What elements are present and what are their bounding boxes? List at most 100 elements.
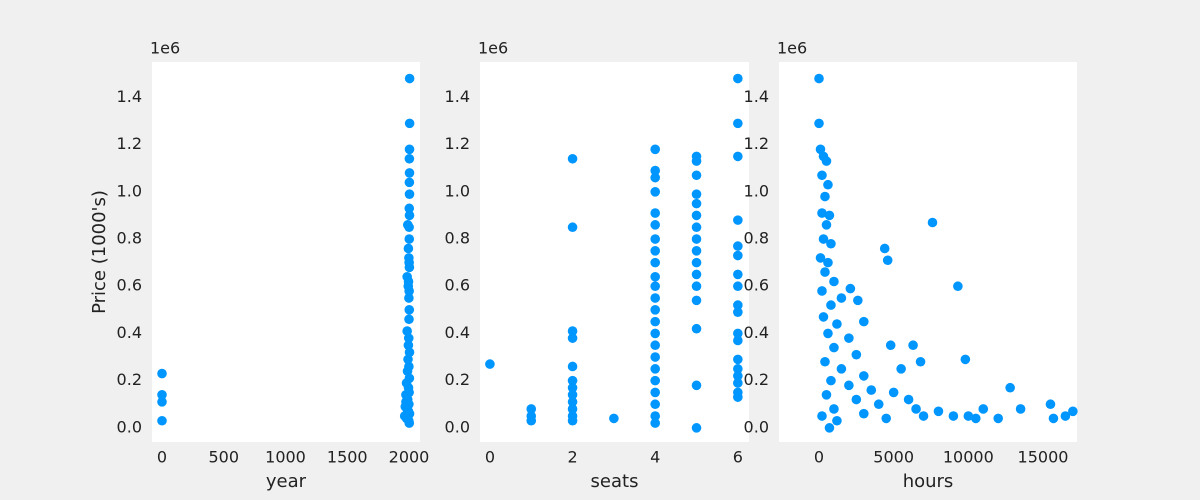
scatter-point — [650, 172, 661, 183]
scatter-point — [963, 411, 974, 421]
scatter-point — [404, 257, 414, 268]
x-tick-label: 10000 — [943, 448, 994, 467]
scatter-point — [733, 364, 743, 374]
scatter-point — [903, 394, 914, 405]
scatter-point — [157, 415, 167, 426]
y-tick-label: 1.0 — [117, 181, 142, 200]
scatter-point — [844, 333, 854, 343]
scatter-point — [567, 415, 578, 426]
scatter-point — [733, 118, 743, 129]
scatter-point — [844, 380, 854, 391]
scatter-point — [823, 257, 833, 268]
scatter-point — [733, 151, 743, 162]
y-tick-label: 0.4 — [445, 323, 470, 342]
x-tick-label: 15000 — [1018, 448, 1069, 467]
x-tick-label: 2 — [567, 448, 577, 467]
scatter-point — [650, 246, 661, 256]
scatter-point — [879, 243, 890, 254]
subplot: 0.0 0.2 0.4 0.6 0.8 1.0 1.2 1.4 0 2 4 6 seats 1e6 — [445, 39, 749, 492]
scatter-point — [824, 423, 835, 433]
scatter-point — [820, 356, 830, 367]
scatter-point — [650, 293, 661, 303]
y-tick-label: 0.2 — [744, 370, 769, 389]
x-axis-label: year — [266, 471, 307, 492]
scatter-point — [650, 144, 661, 155]
scatter-point — [829, 342, 839, 353]
scatter-point — [859, 371, 869, 381]
scatter-point — [567, 404, 578, 414]
scatter-point — [157, 389, 167, 400]
scatter-point — [824, 210, 835, 221]
x-tick-label: 2000 — [389, 448, 430, 467]
y-tick-label: 0.0 — [117, 417, 142, 436]
scatter-point — [526, 415, 537, 426]
x-tick-label: 0 — [485, 448, 495, 467]
scatter-point — [691, 222, 702, 233]
scatter-point — [818, 312, 829, 322]
scatter-point — [911, 404, 921, 414]
scatter-point — [404, 203, 415, 214]
scatter-point — [823, 328, 833, 339]
scatter-point — [567, 326, 578, 336]
y-axis-label: Price (1000's) — [89, 190, 110, 314]
scatter-point — [993, 413, 1003, 424]
y-tick-label: 1.4 — [445, 87, 470, 106]
scatter-point — [404, 293, 414, 303]
scatter-point — [733, 281, 743, 292]
scatter-point — [650, 364, 661, 374]
scatter-point — [691, 170, 702, 181]
scatter-point — [851, 394, 862, 405]
scatter-point — [403, 243, 414, 254]
y-tick-label: 0.6 — [744, 276, 769, 295]
scatter-point — [733, 354, 743, 365]
subplot: 0.0 0.2 0.4 0.6 0.8 1.0 1.2 1.4 0 5000 10000 15000 h… — [744, 39, 1078, 492]
scatter-point — [821, 220, 832, 230]
y-tick-label: 1.2 — [445, 134, 470, 153]
scatter-point — [567, 361, 578, 372]
scatter-point — [733, 73, 743, 84]
scatter-point — [733, 269, 743, 280]
scatter-point — [733, 250, 743, 261]
scatter-point — [404, 222, 414, 233]
x-tick-label: 5000 — [873, 448, 914, 467]
scatter-point — [733, 300, 743, 310]
scatter-point — [691, 234, 702, 244]
scatter-point — [953, 281, 963, 292]
scatter-point — [948, 411, 959, 421]
scatter-point — [404, 73, 415, 84]
scatter-point — [845, 283, 856, 294]
x-axis-label: hours — [903, 471, 954, 492]
scatter-point — [851, 349, 862, 360]
plot-area — [152, 62, 420, 442]
x-tick-label: 500 — [208, 448, 239, 467]
scatter-point — [650, 399, 661, 410]
scatter-point — [888, 387, 899, 398]
plot-area — [779, 62, 1077, 442]
x-tick-label: 0 — [157, 448, 167, 467]
scatter-point — [650, 234, 661, 244]
y-tick-label: 0.4 — [117, 323, 142, 342]
scatter-point — [836, 293, 847, 303]
scatter-point — [896, 364, 906, 374]
scatter-point — [650, 411, 661, 421]
scatter-point — [859, 316, 869, 327]
scatter-point — [733, 307, 743, 317]
scatter-point — [650, 340, 661, 351]
y-tick-label: 0.0 — [445, 417, 470, 436]
scatter-point — [650, 271, 661, 282]
scatter-point — [402, 411, 413, 421]
scatter-point — [404, 210, 415, 221]
scatter-point — [691, 246, 702, 256]
scatter-point — [733, 392, 743, 402]
scatter-point — [691, 198, 702, 209]
scatter-point — [404, 168, 415, 178]
scatter-point — [1060, 411, 1071, 421]
y-tick-label: 0.2 — [445, 370, 470, 389]
x-tick-label: 1500 — [327, 448, 368, 467]
scatter-point — [1005, 382, 1015, 393]
axis-offset-label: 1e6 — [777, 39, 807, 58]
y-tick-label: 0.8 — [744, 229, 769, 248]
scatter-point — [157, 397, 167, 407]
scatter-point — [691, 295, 702, 306]
